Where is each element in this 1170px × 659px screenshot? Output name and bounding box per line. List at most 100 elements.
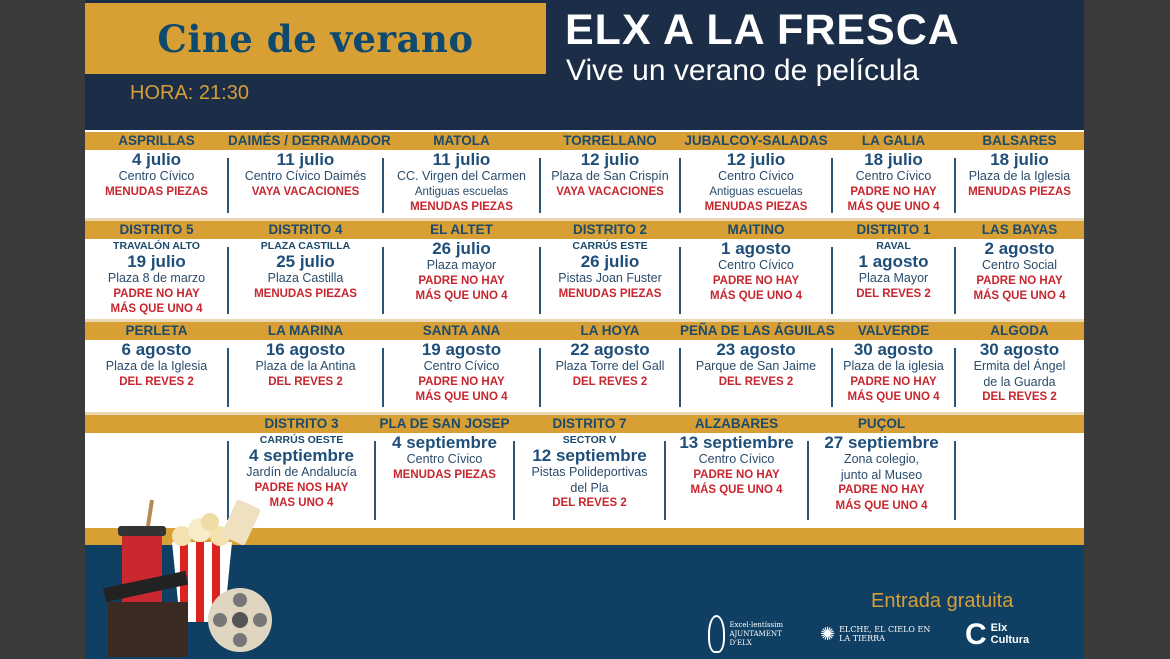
event-venue: Plaza Torre del Gall [555,359,665,373]
event-film: MAS UNO 4 [269,497,334,509]
event-film: MENUDAS PIEZAS [410,201,513,213]
event-date: 18 julio [864,150,923,169]
event-film: DEL REVES 2 [982,391,1057,403]
row-header-bar [85,415,1084,433]
event-cell: 11 julio Centro Cívico Daimés VAYA VACACIO… [228,151,383,200]
row-header-bar [85,221,1084,239]
event-cell: 22 agosto Plaza Torre del Gall DEL REVES 2 [540,341,680,390]
event-film: MÁS QUE UNO 4 [690,484,783,496]
event-date: 27 septiembre [824,433,939,452]
place-name: LA MARINA [267,323,344,338]
event-venue: Plaza Mayor [858,271,929,285]
event-cell: TRAVALÓN ALTO 19 julio Plaza 8 de marzo PAD… [85,240,228,318]
place-name: DISTRITO 4 [268,222,343,237]
event-film: MÁS QUE UNO 4 [415,391,508,403]
elx-cultura-c-icon: C [965,617,987,651]
place-name: ALGODA [990,323,1049,338]
place-name: DAIMÉS / DERRAMADOR [228,133,391,148]
event-film: MENUDAS PIEZAS [254,287,357,300]
event-cell: 13 septiembre Centro Cívico PADRE NO HAY MÁ… [665,434,808,499]
event-film: PADRE NO HAY [838,484,925,496]
place-name: PLA DE SAN JOSEP [379,416,510,431]
event-film: VAYA VACACIONES [556,185,664,198]
event-sublocation: PLAZA CASTILLA [260,240,351,252]
column-divider [679,247,681,314]
event-cell: 18 julio Centro Cívico PADRE NO HAY MÁS QUE… [832,151,955,216]
event-venue: Centro Cívico [118,169,195,183]
event-film: PADRE NO HAY [712,274,800,287]
place-name: MATOLA [433,133,490,148]
event-venue: Centro Cívico [718,169,794,183]
subtitle: Vive un verano de película [566,54,920,87]
cine-title-banner: Cine de verano [85,3,546,74]
event-venue: Pistas Joan Fuster [558,271,662,285]
event-cell: 2 agosto Centro Social PADRE NO HAY MÁS QUE… [955,240,1084,305]
event-cell: RAVAL 1 agosto Plaza Mayor DEL REVES 2 [832,240,955,302]
place-name: PEÑA DE LAS ÁGUILAS [680,323,835,338]
logo-elx-cultura: C Elx Cultura [965,617,1030,651]
place-name: DISTRITO 1 [856,222,931,237]
event-film: DEL REVES 2 [718,375,794,388]
event-cell: CARRÚS ESTE 26 julio Pistas Joan Fuster MEN… [540,240,680,302]
event-venue: Centro Cívico [406,452,483,466]
column-divider [227,247,229,314]
event-date: 11 julio [432,150,491,169]
hora-label: HORA: 21:30 [130,82,249,104]
event-venue: Centro Social [981,258,1058,272]
event-film: PADRE NO HAY [418,274,505,287]
event-date: 1 agosto [858,252,929,271]
place-name: EL ALTET [430,222,493,237]
column-divider [831,348,833,407]
event-date: 11 julio [276,150,335,169]
cine-title: Cine de verano [157,16,474,61]
event-date: 19 agosto [421,340,502,359]
event-film: MENUDAS PIEZAS [968,185,1071,198]
event-date: 26 julio [432,239,491,258]
event-date: 4 julio [131,150,182,169]
column-divider [382,247,384,314]
event-film: DEL REVES 2 [856,287,931,300]
place-name: ASPRILLAS [118,133,195,148]
event-venue-note: Antiguas escuelas [414,185,509,198]
event-film: PADRE NO HAY [850,185,937,198]
event-venue: Zona colegio, [843,452,920,466]
event-cell: 11 julio CC. Virgen del Carmen Antiguas es… [383,151,540,216]
row-separator [85,412,1084,415]
row-header-bar [85,132,1084,150]
column-divider [539,348,541,407]
event-cell: 4 julio Centro Cívico MENUDAS PIEZAS [85,151,228,200]
logo-elche: ✺ ELCHE, EL CIELO EN LA TIERRA [820,623,931,644]
event-film: VAYA VACACIONES [251,185,360,198]
event-venue: Centro Cívico [423,359,500,373]
event-cell: 30 agosto Plaza de la iglesia PADRE NO HAY… [832,341,955,406]
cinema-illustration [103,499,272,657]
event-date: 4 septiembre [249,446,354,465]
event-film: PADRE NO HAY [850,375,937,388]
event-film: MÁS QUE UNO 4 [973,290,1066,302]
event-venue: Plaza mayor [426,258,497,272]
event-film: MÁS QUE UNO 4 [847,201,940,213]
place-name: TORRELLANO [563,133,657,148]
event-cell: 12 julio Plaza de San Crispín VAYA VACACIO… [540,151,680,200]
place-name: JUBALCOY-SALADAS [684,133,828,148]
event-film: MÁS QUE UNO 4 [709,290,802,302]
event-film: MENUDAS PIEZAS [393,468,496,481]
event-film: MENUDAS PIEZAS [105,185,208,198]
event-sublocation: CARRÚS OESTE [259,434,344,446]
schedule-table: ASPRILLAS 4 julio Centro Cívico MENUDAS PIE… [85,130,1084,545]
event-cell: 23 agosto Parque de San Jaime DEL REVES 2 [680,341,832,390]
place-name: MAITINO [727,222,785,237]
event-film: PADRE NO HAY [418,375,505,388]
column-divider [513,441,515,520]
event-venue: Centro Cívico [718,258,794,272]
event-cell: 26 julio Plaza mayor PADRE NO HAY MÁS QUE U… [383,240,540,305]
column-divider [679,348,681,407]
event-cell: 12 julio Centro Cívico Antiguas escuelas ME… [680,151,832,216]
column-divider [227,348,229,407]
place-name: BALSARES [982,133,1057,148]
event-film: MÁS QUE UNO 4 [110,303,203,315]
logo-ajuntament: Excel·lentíssim AJUNTAMENT D'ELX [708,615,798,653]
event-film: DEL REVES 2 [119,375,194,388]
event-date: 19 julio [127,252,186,271]
row-separator [85,319,1084,322]
